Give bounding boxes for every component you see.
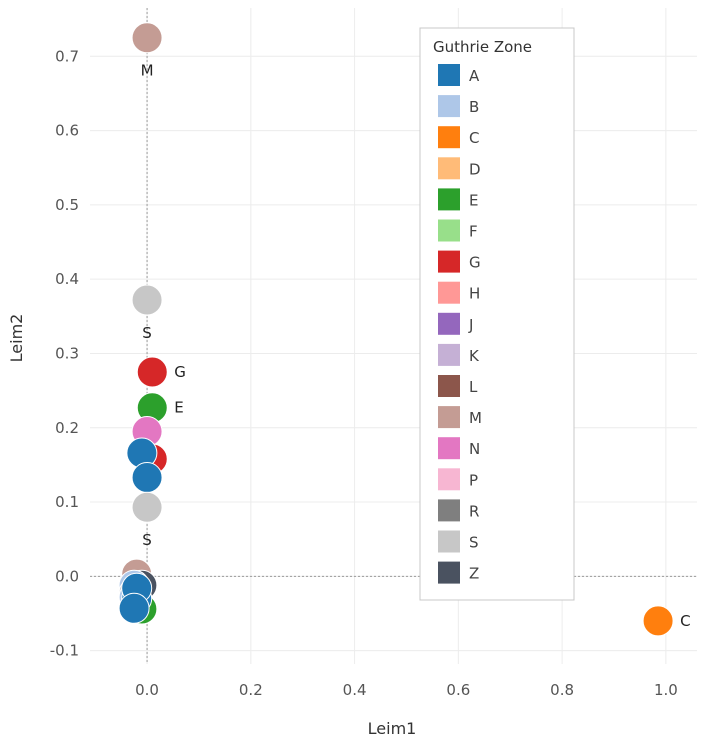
x-tick-label: 1.0 xyxy=(654,681,678,699)
legend-label: C xyxy=(469,129,479,147)
legend-swatch xyxy=(438,406,460,429)
legend-label: J xyxy=(468,316,473,334)
y-axis-ticks: -0.1 0.0 0.1 0.2 0.3 0.4 0.5 0.6 0.7 xyxy=(50,47,79,659)
legend-label: N xyxy=(469,440,480,458)
legend-label: D xyxy=(469,160,481,178)
legend-swatch xyxy=(438,375,460,397)
y-tick-label: 0.1 xyxy=(55,493,79,511)
legend-swatch xyxy=(438,157,460,180)
data-point xyxy=(136,356,168,388)
legend-label: F xyxy=(469,223,478,241)
legend-label: P xyxy=(469,471,478,489)
legend-swatch xyxy=(438,468,460,491)
data-point xyxy=(118,592,150,624)
data-point xyxy=(131,22,163,54)
legend-label: E xyxy=(469,191,478,209)
legend-label: H xyxy=(469,285,480,303)
x-tick-label: 0.2 xyxy=(239,681,263,699)
x-tick-label: 0.6 xyxy=(446,681,470,699)
legend-label: G xyxy=(469,254,481,272)
legend-label: R xyxy=(469,502,479,520)
y-tick-label: 0.6 xyxy=(55,122,79,140)
legend-title: Guthrie Zone xyxy=(433,38,532,56)
legend-label: B xyxy=(469,98,479,116)
legend-swatch xyxy=(438,343,460,366)
legend-swatch xyxy=(438,188,460,211)
y-axis-title: Leim2 xyxy=(7,314,26,363)
y-tick-label: 0.5 xyxy=(55,196,79,214)
grid-lines xyxy=(90,8,697,664)
legend-swatch xyxy=(438,530,460,553)
x-axis-ticks: 0.0 0.2 0.4 0.6 0.8 1.0 xyxy=(135,681,678,699)
data-point xyxy=(131,491,163,523)
data-point xyxy=(131,284,163,316)
point-label: C xyxy=(680,612,690,630)
legend-label: A xyxy=(469,67,480,85)
y-tick-label: 0.4 xyxy=(55,270,79,288)
legend-swatch xyxy=(438,281,460,304)
point-label: S xyxy=(142,324,152,342)
legend-label: L xyxy=(469,378,478,396)
legend-swatch xyxy=(438,561,460,584)
point-label: S xyxy=(142,531,152,549)
legend-swatch xyxy=(438,499,460,522)
legend-label: M xyxy=(469,409,482,427)
y-tick-label: -0.1 xyxy=(50,642,79,660)
legend-label: S xyxy=(469,534,479,552)
legend-swatch xyxy=(438,437,460,460)
data-point xyxy=(131,462,163,494)
y-tick-label: 0.0 xyxy=(55,567,79,585)
point-label: E xyxy=(174,399,183,417)
y-tick-label: 0.7 xyxy=(55,47,79,65)
x-tick-label: 0.8 xyxy=(550,681,574,699)
legend-swatch xyxy=(438,219,460,242)
x-tick-label: 0.0 xyxy=(135,681,159,699)
legend-swatch xyxy=(438,64,460,86)
point-label: M xyxy=(141,62,154,80)
legend-swatch xyxy=(438,250,460,273)
y-tick-label: 0.3 xyxy=(55,344,79,362)
legend-swatch xyxy=(438,312,460,335)
legend-swatch xyxy=(438,95,460,118)
legend-label: K xyxy=(469,347,480,365)
y-tick-label: 0.2 xyxy=(55,419,79,437)
zero-reference-lines xyxy=(90,8,697,664)
x-tick-label: 0.4 xyxy=(343,681,367,699)
data-point xyxy=(642,605,674,637)
legend-label: Z xyxy=(469,565,479,583)
point-label: G xyxy=(174,363,186,381)
data-points xyxy=(118,22,674,637)
legend-swatch xyxy=(438,126,460,149)
x-axis-title: Leim1 xyxy=(368,719,417,738)
